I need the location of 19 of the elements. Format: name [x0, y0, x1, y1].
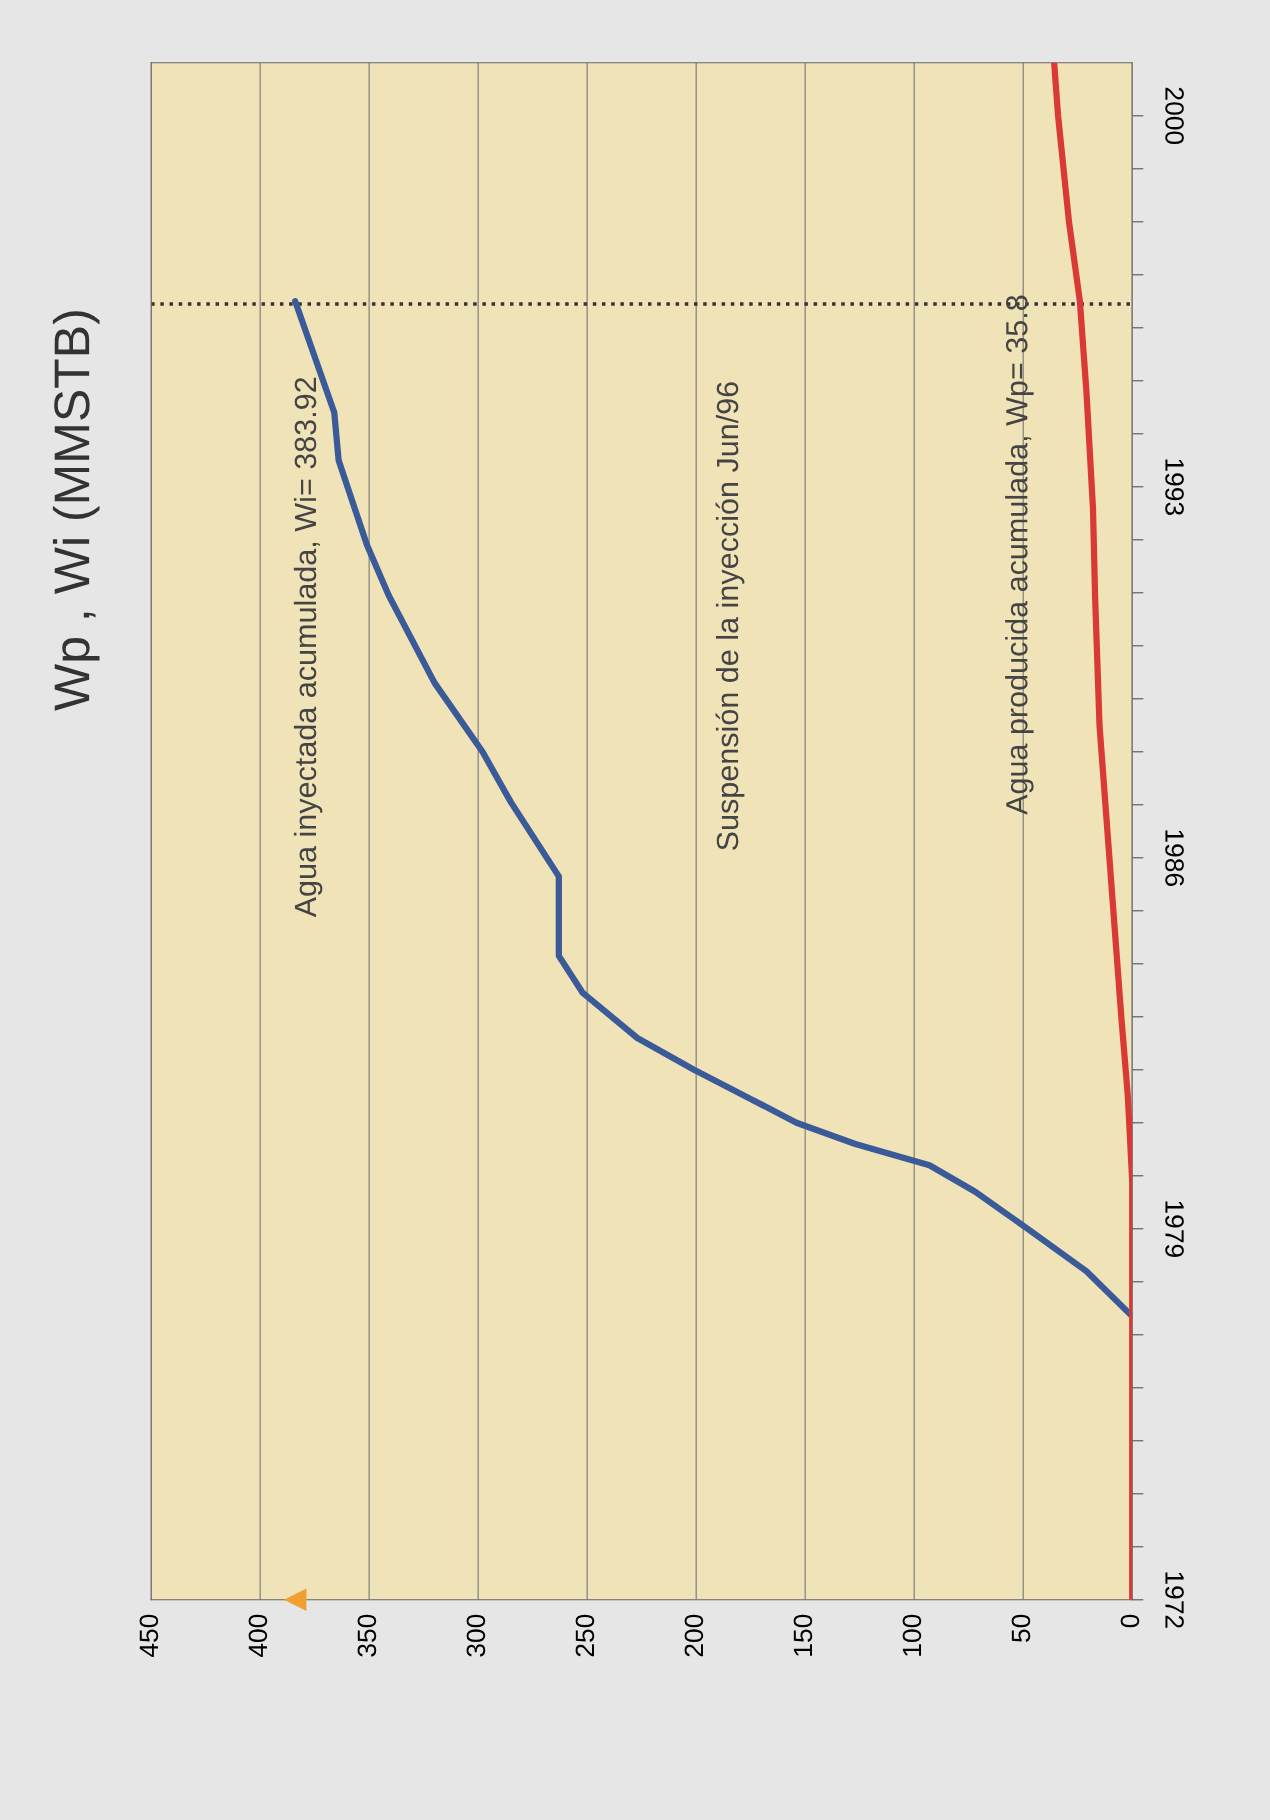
- x-tick-label: 0: [1120, 1614, 1140, 1628]
- x-tick-label: 450: [139, 1614, 159, 1658]
- text: Wp , Wi (MMSTB): [52, 311, 100, 711]
- x-tick-label: 350: [357, 1614, 377, 1657]
- annotation: Suspensión de la inyección Jun/96: [715, 382, 745, 850]
- y-tick-label: 1993: [1165, 459, 1184, 515]
- x-tick-label: 100: [902, 1614, 922, 1656]
- y-tick-label: 2000: [1165, 87, 1184, 145]
- x-tick-label: 300: [466, 1614, 486, 1657]
- x-tick-label: 250: [575, 1614, 595, 1657]
- x-tick-label: 400: [248, 1614, 268, 1658]
- x-tick-label: 150: [793, 1614, 813, 1656]
- x-tick-label: 50: [1011, 1614, 1031, 1642]
- y-tick-label: 1979: [1165, 1201, 1184, 1257]
- x-tick-label: 200: [684, 1614, 704, 1657]
- annotation: Agua inyectada acumulada, Wi= 383.92: [293, 377, 323, 918]
- y-tick-label: 1986: [1165, 830, 1184, 886]
- annotation: Agua producida acumulada, Wp= 35.8: [1005, 295, 1034, 815]
- y-tick-label: 1972: [1165, 1572, 1184, 1628]
